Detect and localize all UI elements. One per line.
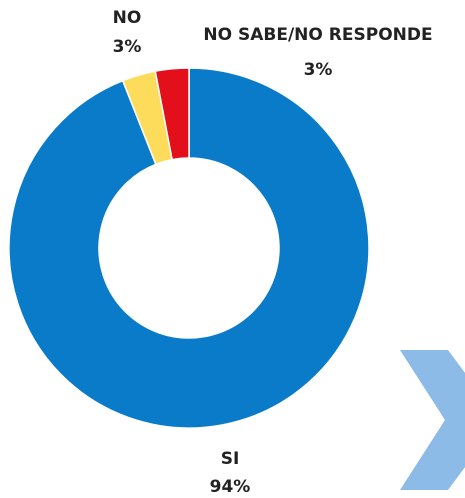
slice-label: NO SABE/NO RESPONDE — [203, 25, 432, 45]
slice-value-label: 94% — [210, 477, 251, 497]
slice-value-label: 3% — [113, 37, 142, 57]
slice-label: NO — [113, 8, 142, 28]
decoration-chevron — [400, 350, 465, 490]
slice-value-label: 3% — [304, 60, 333, 80]
donut-slice — [8, 67, 370, 429]
donut-slice — [154, 67, 190, 161]
slice-label: SI — [221, 449, 240, 469]
